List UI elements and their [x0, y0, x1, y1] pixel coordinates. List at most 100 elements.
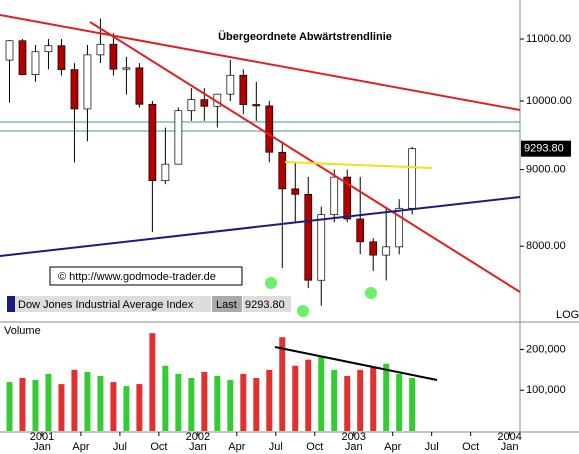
volume-bar: [84, 371, 91, 431]
last-value-box: [521, 140, 571, 157]
candle-body: [70, 69, 79, 110]
volume-bar: [253, 378, 260, 431]
candle-body: [395, 207, 404, 248]
legend-last-value: 9293.80: [245, 299, 285, 311]
marker: [265, 277, 277, 289]
candle-body: [31, 51, 40, 75]
legend-box: [243, 296, 291, 312]
x-tick-label: Oct: [462, 441, 479, 453]
candle-body: [5, 40, 14, 61]
x-tick-label: Jan: [345, 441, 363, 453]
candle-body: [200, 99, 209, 107]
marker: [365, 287, 377, 299]
legend-box: [212, 296, 242, 312]
candle-body: [96, 43, 105, 56]
candle-body: [343, 176, 352, 220]
volume-title: Volume: [4, 325, 41, 337]
volume-bar: [240, 373, 247, 431]
volume-bar: [97, 375, 104, 431]
candle-body: [317, 214, 326, 281]
candle-body: [57, 45, 66, 70]
x-tick-label: Jan: [189, 441, 207, 453]
candle-body: [304, 193, 313, 281]
volume-bar: [32, 380, 39, 431]
candle-body: [187, 99, 196, 112]
candle-body: [382, 246, 391, 256]
y-tick-label: 100,000: [526, 384, 566, 396]
x-tick-label: Jan: [501, 441, 519, 453]
volume-bar: [71, 369, 78, 431]
volume-bar: [344, 375, 351, 431]
copyright-box: [49, 266, 243, 286]
volume-bar: [357, 369, 364, 431]
candle-body: [226, 74, 235, 95]
candle-body: [278, 151, 287, 190]
x-tick-label: Apr: [72, 441, 89, 453]
candle-body: [174, 110, 183, 165]
marker: [297, 305, 309, 317]
volume-bar: [123, 386, 130, 431]
trendline: [0, 14, 521, 111]
x-year-label: 2004: [497, 431, 521, 443]
trendline: [0, 196, 521, 257]
candle-body: [135, 67, 144, 105]
annotation: Übergeordnete Abwärtstrendlinie: [218, 30, 392, 43]
volume-bar: [175, 373, 182, 431]
candle-body: [265, 105, 274, 153]
candle-body: [18, 40, 27, 75]
volume-bar: [305, 359, 312, 431]
x-tick-label: Jul: [269, 441, 283, 453]
copyright: © http://www.godmode-trader.de: [58, 271, 216, 283]
volume-trendline: [274, 346, 438, 381]
x-year-label: 2001: [30, 431, 54, 443]
candle-body: [109, 43, 118, 70]
y-tick-label: 11000.00: [526, 33, 571, 45]
candle-body: [356, 218, 365, 243]
volume-bar: [162, 365, 169, 431]
volume-bar: [409, 378, 416, 431]
volume-bar: [45, 373, 52, 431]
y-tick-label: 8000.00: [526, 240, 566, 252]
last-value-label: 9293.80: [524, 143, 564, 155]
volume-bar: [383, 363, 390, 431]
legend-last: Last: [216, 299, 237, 311]
volume-bar: [6, 382, 13, 431]
volume-bar: [292, 365, 299, 431]
volume-bar: [214, 375, 221, 431]
x-tick-label: Jul: [113, 441, 127, 453]
volume-bar: [331, 369, 338, 431]
volume-bar: [396, 373, 403, 431]
x-tick-label: Oct: [150, 441, 167, 453]
volume-bar: [201, 371, 208, 431]
volume-bar: [370, 367, 377, 431]
volume-bar: [136, 384, 143, 431]
candle-body: [330, 176, 339, 216]
candle-body: [122, 67, 131, 70]
volume-bar: [318, 355, 325, 431]
legend-box: [15, 296, 211, 312]
candle-body: [148, 103, 157, 181]
candle-body: [369, 241, 378, 256]
x-tick-label: Apr: [384, 441, 401, 453]
y-tick-label: 200,000: [526, 343, 566, 355]
candle-body: [161, 163, 170, 181]
marks: [5, 18, 417, 431]
x-tick-label: Jul: [425, 441, 439, 453]
volume-bar: [266, 369, 273, 431]
volume-bar: [149, 333, 156, 431]
x-tick-label: Oct: [306, 441, 323, 453]
candle-body: [408, 148, 417, 209]
legend-title: Dow Jones Industrial Average Index: [18, 299, 194, 311]
volume-bar: [188, 378, 195, 431]
legend-swatch: [7, 296, 15, 312]
volume-bar: [110, 382, 117, 431]
candle-body: [239, 74, 248, 105]
candle-body: [291, 188, 300, 195]
candle-body: [44, 45, 53, 53]
trendline: [89, 21, 521, 293]
candle-body: [252, 104, 261, 107]
candle-body: [83, 54, 92, 110]
x-tick-label: Jan: [33, 441, 51, 453]
